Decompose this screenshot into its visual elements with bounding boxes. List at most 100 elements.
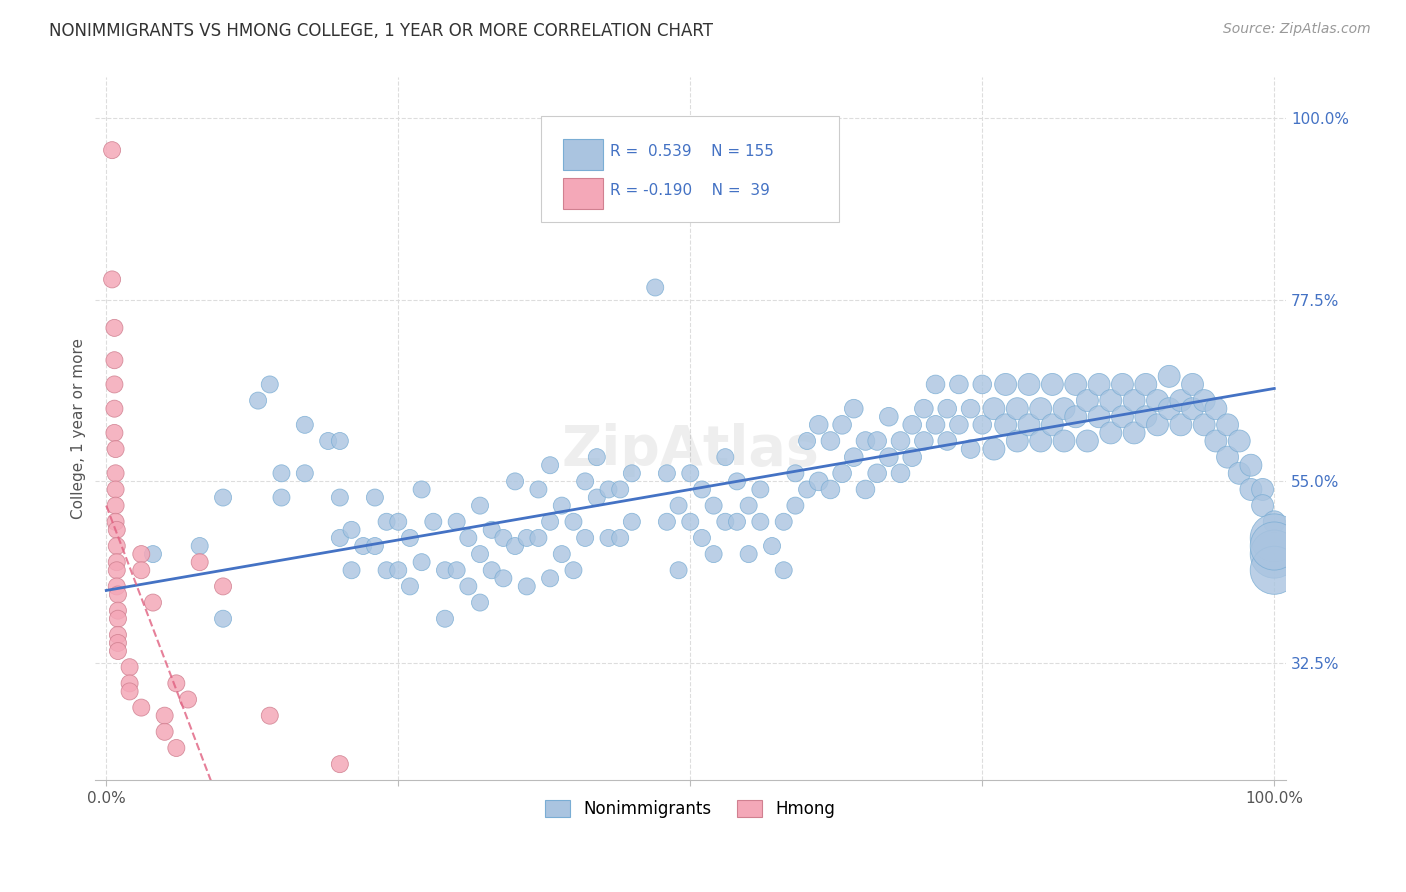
Point xyxy=(785,499,807,513)
Point xyxy=(562,563,585,577)
Point xyxy=(772,515,794,529)
Point xyxy=(831,467,853,481)
Point xyxy=(1064,377,1087,392)
Point xyxy=(247,393,270,408)
Point xyxy=(457,579,479,593)
Point xyxy=(516,579,538,593)
Point xyxy=(538,458,561,473)
Point xyxy=(468,547,491,561)
Point xyxy=(270,491,292,505)
Point xyxy=(387,563,409,577)
Point xyxy=(1170,393,1192,408)
Point xyxy=(103,425,125,440)
Point xyxy=(842,450,865,464)
Point xyxy=(1205,401,1227,416)
Point xyxy=(1029,401,1052,416)
Point xyxy=(129,547,152,561)
Point xyxy=(104,483,127,497)
Point xyxy=(1263,531,1285,545)
Point xyxy=(1135,377,1157,392)
Point xyxy=(104,515,127,529)
Point xyxy=(212,579,235,593)
Point xyxy=(492,531,515,545)
Point xyxy=(212,612,235,626)
Point xyxy=(1181,377,1204,392)
Point xyxy=(375,563,398,577)
Point xyxy=(807,475,830,489)
Point xyxy=(690,483,713,497)
Point xyxy=(107,604,129,618)
Point xyxy=(107,644,129,658)
Point xyxy=(1040,377,1063,392)
Point xyxy=(1029,434,1052,448)
Point xyxy=(492,571,515,585)
Point xyxy=(820,483,842,497)
Point xyxy=(1076,434,1098,448)
Point xyxy=(807,417,830,432)
Point xyxy=(259,377,281,392)
Point xyxy=(703,499,725,513)
Point xyxy=(538,571,561,585)
Point xyxy=(1192,417,1215,432)
Point xyxy=(796,483,818,497)
Point xyxy=(103,377,125,392)
Point xyxy=(737,499,759,513)
Point xyxy=(503,539,526,553)
Point xyxy=(1018,377,1040,392)
Point xyxy=(936,434,959,448)
Point xyxy=(1251,483,1274,497)
FancyBboxPatch shape xyxy=(562,178,603,209)
Point xyxy=(118,684,141,698)
Point xyxy=(329,434,352,448)
Point xyxy=(1263,547,1285,561)
Point xyxy=(959,442,981,456)
Point xyxy=(1088,409,1111,424)
FancyBboxPatch shape xyxy=(541,116,839,221)
Point xyxy=(551,499,574,513)
Point xyxy=(212,491,235,505)
Point xyxy=(855,483,877,497)
Point xyxy=(1146,393,1168,408)
Point xyxy=(725,475,748,489)
Point xyxy=(329,531,352,545)
Point xyxy=(620,515,643,529)
Point xyxy=(503,475,526,489)
Point xyxy=(1064,409,1087,424)
Point xyxy=(104,499,127,513)
Point xyxy=(714,450,737,464)
Point xyxy=(1123,393,1146,408)
Point xyxy=(551,547,574,561)
Point xyxy=(387,515,409,529)
Point xyxy=(188,555,211,569)
FancyBboxPatch shape xyxy=(562,139,603,170)
Point xyxy=(737,547,759,561)
Point xyxy=(912,434,935,448)
Point xyxy=(1040,417,1063,432)
Point xyxy=(749,483,772,497)
Point xyxy=(889,434,911,448)
Point xyxy=(1205,434,1227,448)
Point xyxy=(609,531,631,545)
Point xyxy=(129,700,152,714)
Point xyxy=(1263,563,1285,577)
Point xyxy=(831,417,853,432)
Text: Source: ZipAtlas.com: Source: ZipAtlas.com xyxy=(1223,22,1371,37)
Point xyxy=(1123,425,1146,440)
Point xyxy=(1135,409,1157,424)
Text: NONIMMIGRANTS VS HMONG COLLEGE, 1 YEAR OR MORE CORRELATION CHART: NONIMMIGRANTS VS HMONG COLLEGE, 1 YEAR O… xyxy=(49,22,713,40)
Point xyxy=(294,417,316,432)
Point xyxy=(294,467,316,481)
Point xyxy=(842,401,865,416)
Point xyxy=(1192,393,1215,408)
Point xyxy=(668,563,690,577)
Point xyxy=(105,555,128,569)
Point xyxy=(375,515,398,529)
Point xyxy=(468,499,491,513)
Point xyxy=(270,467,292,481)
Point xyxy=(177,692,200,706)
Point xyxy=(1227,434,1250,448)
Point xyxy=(457,531,479,545)
Point xyxy=(1181,401,1204,416)
Point xyxy=(188,539,211,553)
Point xyxy=(1227,467,1250,481)
